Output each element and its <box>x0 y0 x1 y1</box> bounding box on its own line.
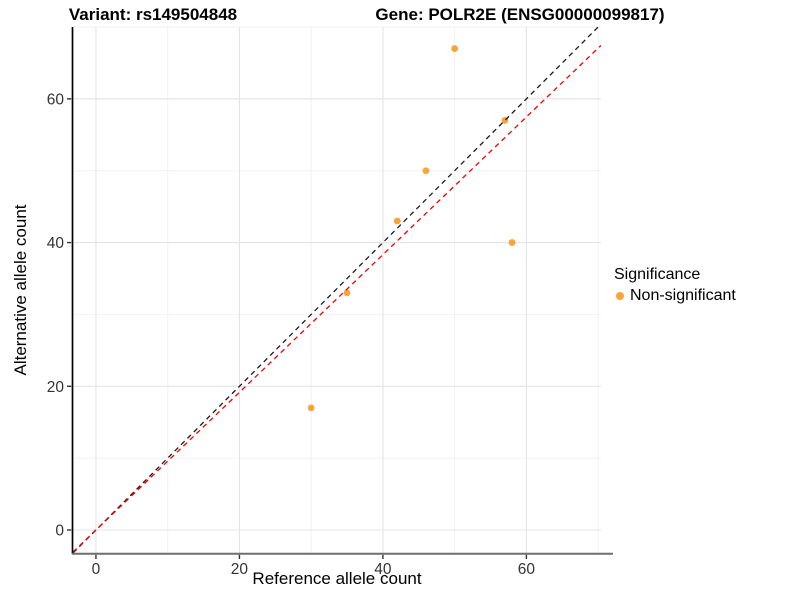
y-tick-label: 60 <box>47 91 65 108</box>
x-tick-label: 60 <box>518 561 536 578</box>
legend: Significance Non-significant <box>612 266 736 305</box>
data-point <box>508 239 516 246</box>
fit-line <box>73 44 601 553</box>
data-point <box>307 404 315 412</box>
plot-title-variant: Variant: rs149504848 <box>68 5 238 24</box>
legend-point-icon <box>616 292 624 300</box>
x-tick-label: 0 <box>92 561 101 578</box>
data-point <box>343 289 351 297</box>
legend-title: Significance <box>614 266 701 283</box>
x-axis-title: Reference allele count <box>252 569 422 588</box>
identity-line <box>73 27 600 553</box>
x-tick-label: 40 <box>374 561 392 578</box>
legend-item-label: Non-significant <box>630 287 736 304</box>
y-axis-title: Alternative allele count <box>11 204 30 376</box>
x-tick-label: 20 <box>231 561 249 578</box>
y-tick-label: 40 <box>47 235 65 252</box>
plot-title-gene: Gene: POLR2E (ENSG00000099817) <box>375 5 665 24</box>
y-tick-label: 0 <box>55 523 64 540</box>
y-tick-label: 20 <box>47 379 65 396</box>
legend-item-non-significant: Non-significant <box>612 287 736 305</box>
data-point <box>451 45 459 52</box>
data-point <box>393 217 401 225</box>
data-point <box>422 167 430 175</box>
